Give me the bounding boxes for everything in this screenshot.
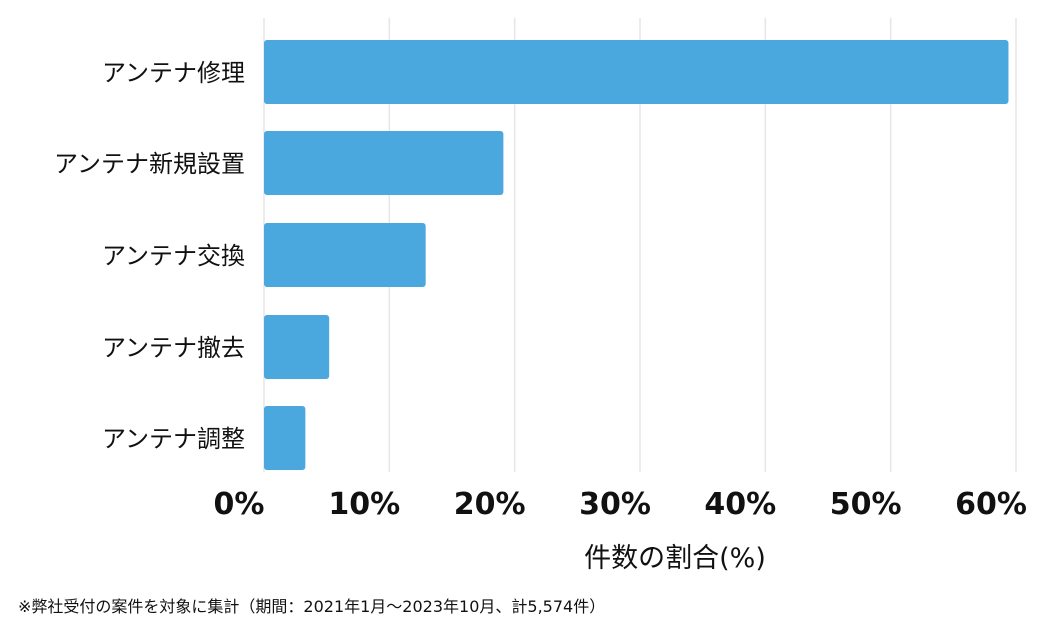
bar-3	[264, 315, 330, 379]
x-tick-labels: 0% 10% 20% 30% 40% 50% 60%	[214, 487, 1027, 522]
bars	[264, 40, 1009, 470]
x-axis-title: 件数の割合(%)	[584, 543, 766, 574]
bar-1	[264, 131, 504, 195]
x-tick-label-6: 60%	[955, 487, 1027, 522]
bar-4	[264, 406, 306, 470]
bar-0	[264, 40, 1009, 104]
category-label-0: アンテナ修理	[102, 59, 245, 87]
x-tick-label-4: 40%	[704, 487, 776, 522]
category-label-2: アンテナ交換	[102, 242, 245, 270]
category-label-4: アンテナ調整	[102, 425, 245, 453]
x-tick-label-1: 10%	[328, 487, 400, 522]
x-tick-label-0: 0%	[214, 487, 265, 522]
x-tick-label-5: 50%	[830, 487, 902, 522]
bar-2	[264, 223, 426, 287]
x-tick-label-3: 30%	[579, 487, 651, 522]
category-label-1: アンテナ新規設置	[54, 150, 245, 178]
footnote: ※弊社受付の案件を対象に集計（期間：2021年1月〜2023年10月、計5,57…	[18, 597, 605, 616]
category-label-3: アンテナ撤去	[102, 334, 245, 362]
x-tick-label-2: 20%	[454, 487, 526, 522]
